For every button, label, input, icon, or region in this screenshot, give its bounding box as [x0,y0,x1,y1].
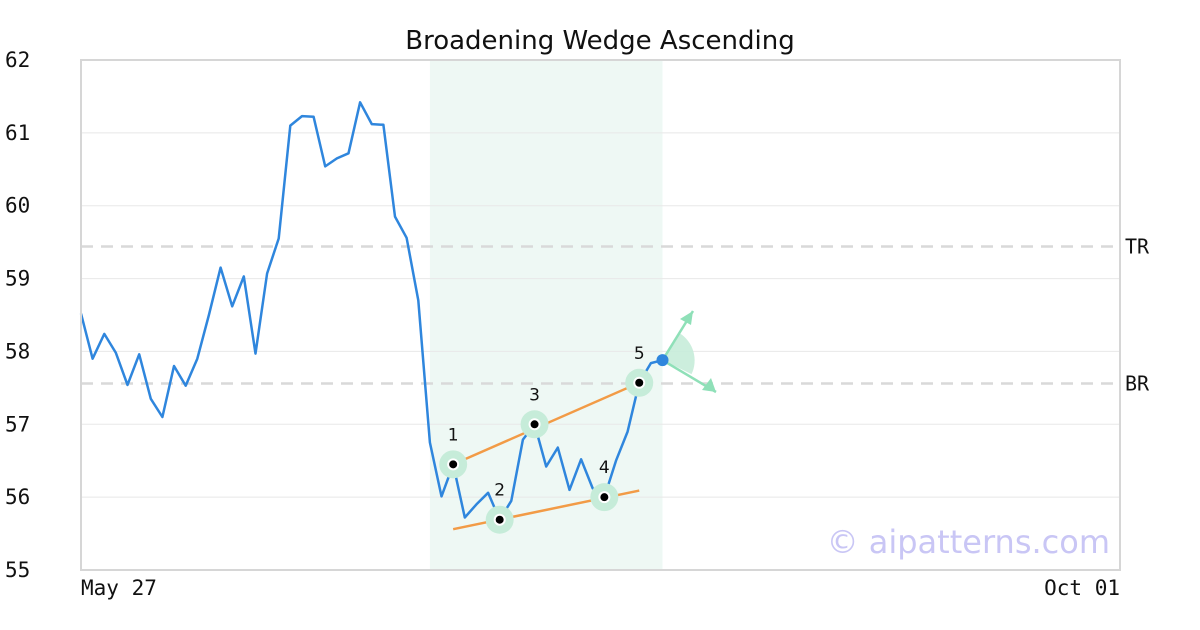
pattern-point-label-2: 2 [494,481,505,501]
y-tick-label-59: 59 [5,267,30,291]
price-layer [79,101,663,521]
chart-title: Broadening Wedge Ascending [405,26,795,56]
pattern-points-layer: 1 2 3 4 5 [439,310,717,534]
pattern-point-3 [528,418,541,431]
pattern-point-label-5: 5 [634,344,645,364]
y-tick-label-56: 56 [5,485,30,509]
reference-label-tr: TR [1125,235,1150,259]
current-point [656,354,669,367]
y-tick-label-55: 55 [5,558,30,582]
reference-lines-layer: TR BR [81,235,1150,395]
pattern-point-2 [493,513,506,526]
y-tick-label-61: 61 [5,121,30,145]
y-tick-label-57: 57 [5,412,30,436]
y-tick-label-58: 58 [5,339,30,363]
pattern-point-label-1: 1 [448,425,459,445]
reference-label-br: BR [1125,371,1150,395]
pattern-point-label-3: 3 [529,385,540,405]
down-arrow-head [702,378,716,392]
axis-layer: 55 56 57 58 59 60 61 62 May 27 Oct 01 [5,48,1121,600]
y-tick-label-62: 62 [5,48,30,72]
x-tick-label-end: Oct 01 [1044,576,1120,600]
y-tick-label-60: 60 [5,194,30,218]
highlight-band [429,60,663,570]
pattern-point-5 [633,376,646,389]
price-line [79,101,663,521]
watermark: © aipatterns.com [827,523,1110,561]
x-tick-label-start: May 27 [81,576,157,600]
pattern-point-1 [447,458,460,471]
up-arrow-head [680,311,693,325]
plot-frame [80,59,1121,571]
pattern-point-label-4: 4 [599,458,610,478]
highlight-layer [429,60,663,570]
pattern-point-4 [598,491,611,504]
